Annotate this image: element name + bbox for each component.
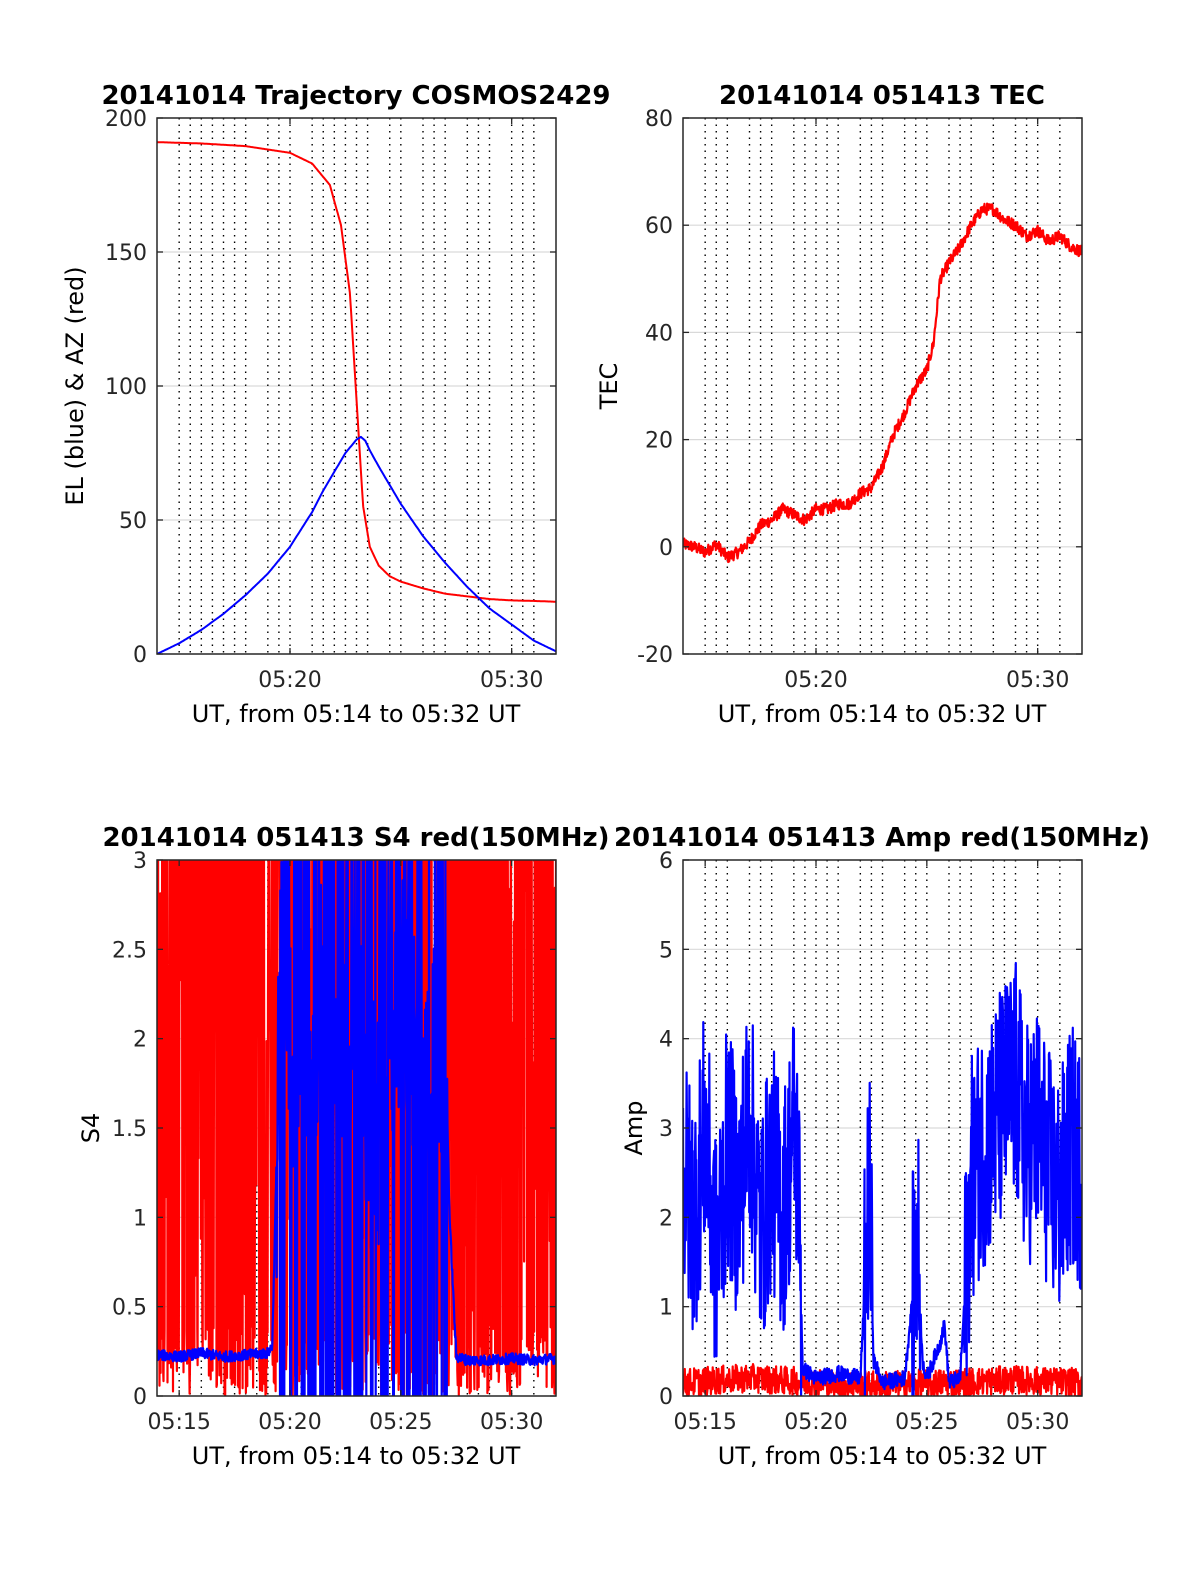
s4-ytick-label: 0 [133, 1385, 147, 1410]
amp-ytick-label: 3 [659, 1117, 673, 1142]
trajectory-panel: 20141014 Trajectory COSMOS2429 UT, from … [61, 81, 611, 728]
amp-ytick-label: 6 [659, 849, 673, 874]
tec-xtick-label: 05:20 [784, 668, 847, 693]
trajectory-xtick-label: 05:30 [480, 668, 543, 693]
s4-ylabel: S4 [77, 1113, 105, 1144]
tec-panel: 20141014 051413 TEC UT, from 05:14 to 05… [595, 81, 1083, 728]
tec-ytick-label: 20 [645, 429, 673, 454]
trajectory-ytick-label: 150 [105, 241, 147, 266]
trajectory-series-blue [157, 435, 556, 654]
s4-xtick-label: 05:30 [480, 1410, 543, 1435]
tec-ytick-label: 60 [645, 214, 673, 239]
trajectory-ytick-label: 100 [105, 375, 147, 400]
amp-series-group [683, 961, 1082, 1396]
s4-title: 20141014 051413 S4 red(150MHz) [102, 823, 609, 853]
s4-ytick-label: 0.5 [112, 1296, 147, 1321]
tec-ylabel: TEC [595, 363, 623, 411]
tec-ytick-label: 40 [645, 321, 673, 346]
trajectory-ytick-label: 200 [105, 107, 147, 132]
s4-series-blue [157, 860, 556, 1396]
amp-ytick-label: 2 [659, 1206, 673, 1231]
s4-ytick-label: 1.5 [112, 1117, 147, 1142]
trajectory-series-group [157, 141, 556, 654]
amp-title: 20141014 051413 Amp red(150MHz) [614, 823, 1150, 853]
amp-xtick-label: 05:25 [895, 1410, 958, 1435]
s4-xlabel: UT, from 05:14 to 05:32 UT [192, 1442, 521, 1470]
amp-xtick-label: 05:30 [1006, 1410, 1069, 1435]
s4-panel: 20141014 051413 S4 red(150MHz) UT, from … [77, 823, 610, 1470]
tec-ytick-label: 80 [645, 107, 673, 132]
s4-ytick-label: 2.5 [112, 938, 147, 963]
amp-ytick-label: 1 [659, 1296, 673, 1321]
amp-xtick-label: 05:15 [673, 1410, 736, 1435]
s4-ytick-label: 3 [133, 849, 147, 874]
s4-xtick-label: 05:25 [369, 1410, 432, 1435]
tec-series-group [683, 202, 1082, 564]
trajectory-series-red [157, 141, 556, 603]
tec-axes-box [682, 117, 1083, 655]
s4-ytick-label: 1 [133, 1206, 147, 1231]
trajectory-ytick-label: 50 [119, 509, 147, 534]
trajectory-ylabel: EL (blue) & AZ (red) [61, 266, 89, 505]
amp-panel: 20141014 051413 Amp red(150MHz) UT, from… [614, 823, 1150, 1470]
amp-xlabel: UT, from 05:14 to 05:32 UT [718, 1442, 1047, 1470]
amp-ytick-label: 4 [659, 1028, 673, 1053]
trajectory-xlabel: UT, from 05:14 to 05:32 UT [192, 700, 521, 728]
amp-ytick-label: 5 [659, 938, 673, 963]
trajectory-xtick-label: 05:20 [258, 668, 321, 693]
tec-title: 20141014 051413 TEC [719, 81, 1045, 111]
trajectory-title: 20141014 Trajectory COSMOS2429 [101, 81, 610, 111]
tec-series-red [683, 202, 1082, 564]
s4-series-red [157, 860, 556, 1396]
tec-ytick-label: -20 [637, 643, 673, 668]
amp-ylabel: Amp [620, 1100, 648, 1155]
trajectory-ytick-label: 0 [133, 643, 147, 668]
tec-xlabel: UT, from 05:14 to 05:32 UT [718, 700, 1047, 728]
s4-xtick-label: 05:20 [258, 1410, 321, 1435]
amp-series-blue [683, 961, 1082, 1396]
tec-ytick-label: 0 [659, 536, 673, 561]
s4-series-group [157, 860, 556, 1396]
amp-ytick-label: 0 [659, 1385, 673, 1410]
amp-xtick-label: 05:20 [784, 1410, 847, 1435]
s4-xtick-label: 05:15 [147, 1410, 210, 1435]
tec-xtick-label: 05:30 [1006, 668, 1069, 693]
s4-ytick-label: 2 [133, 1028, 147, 1053]
